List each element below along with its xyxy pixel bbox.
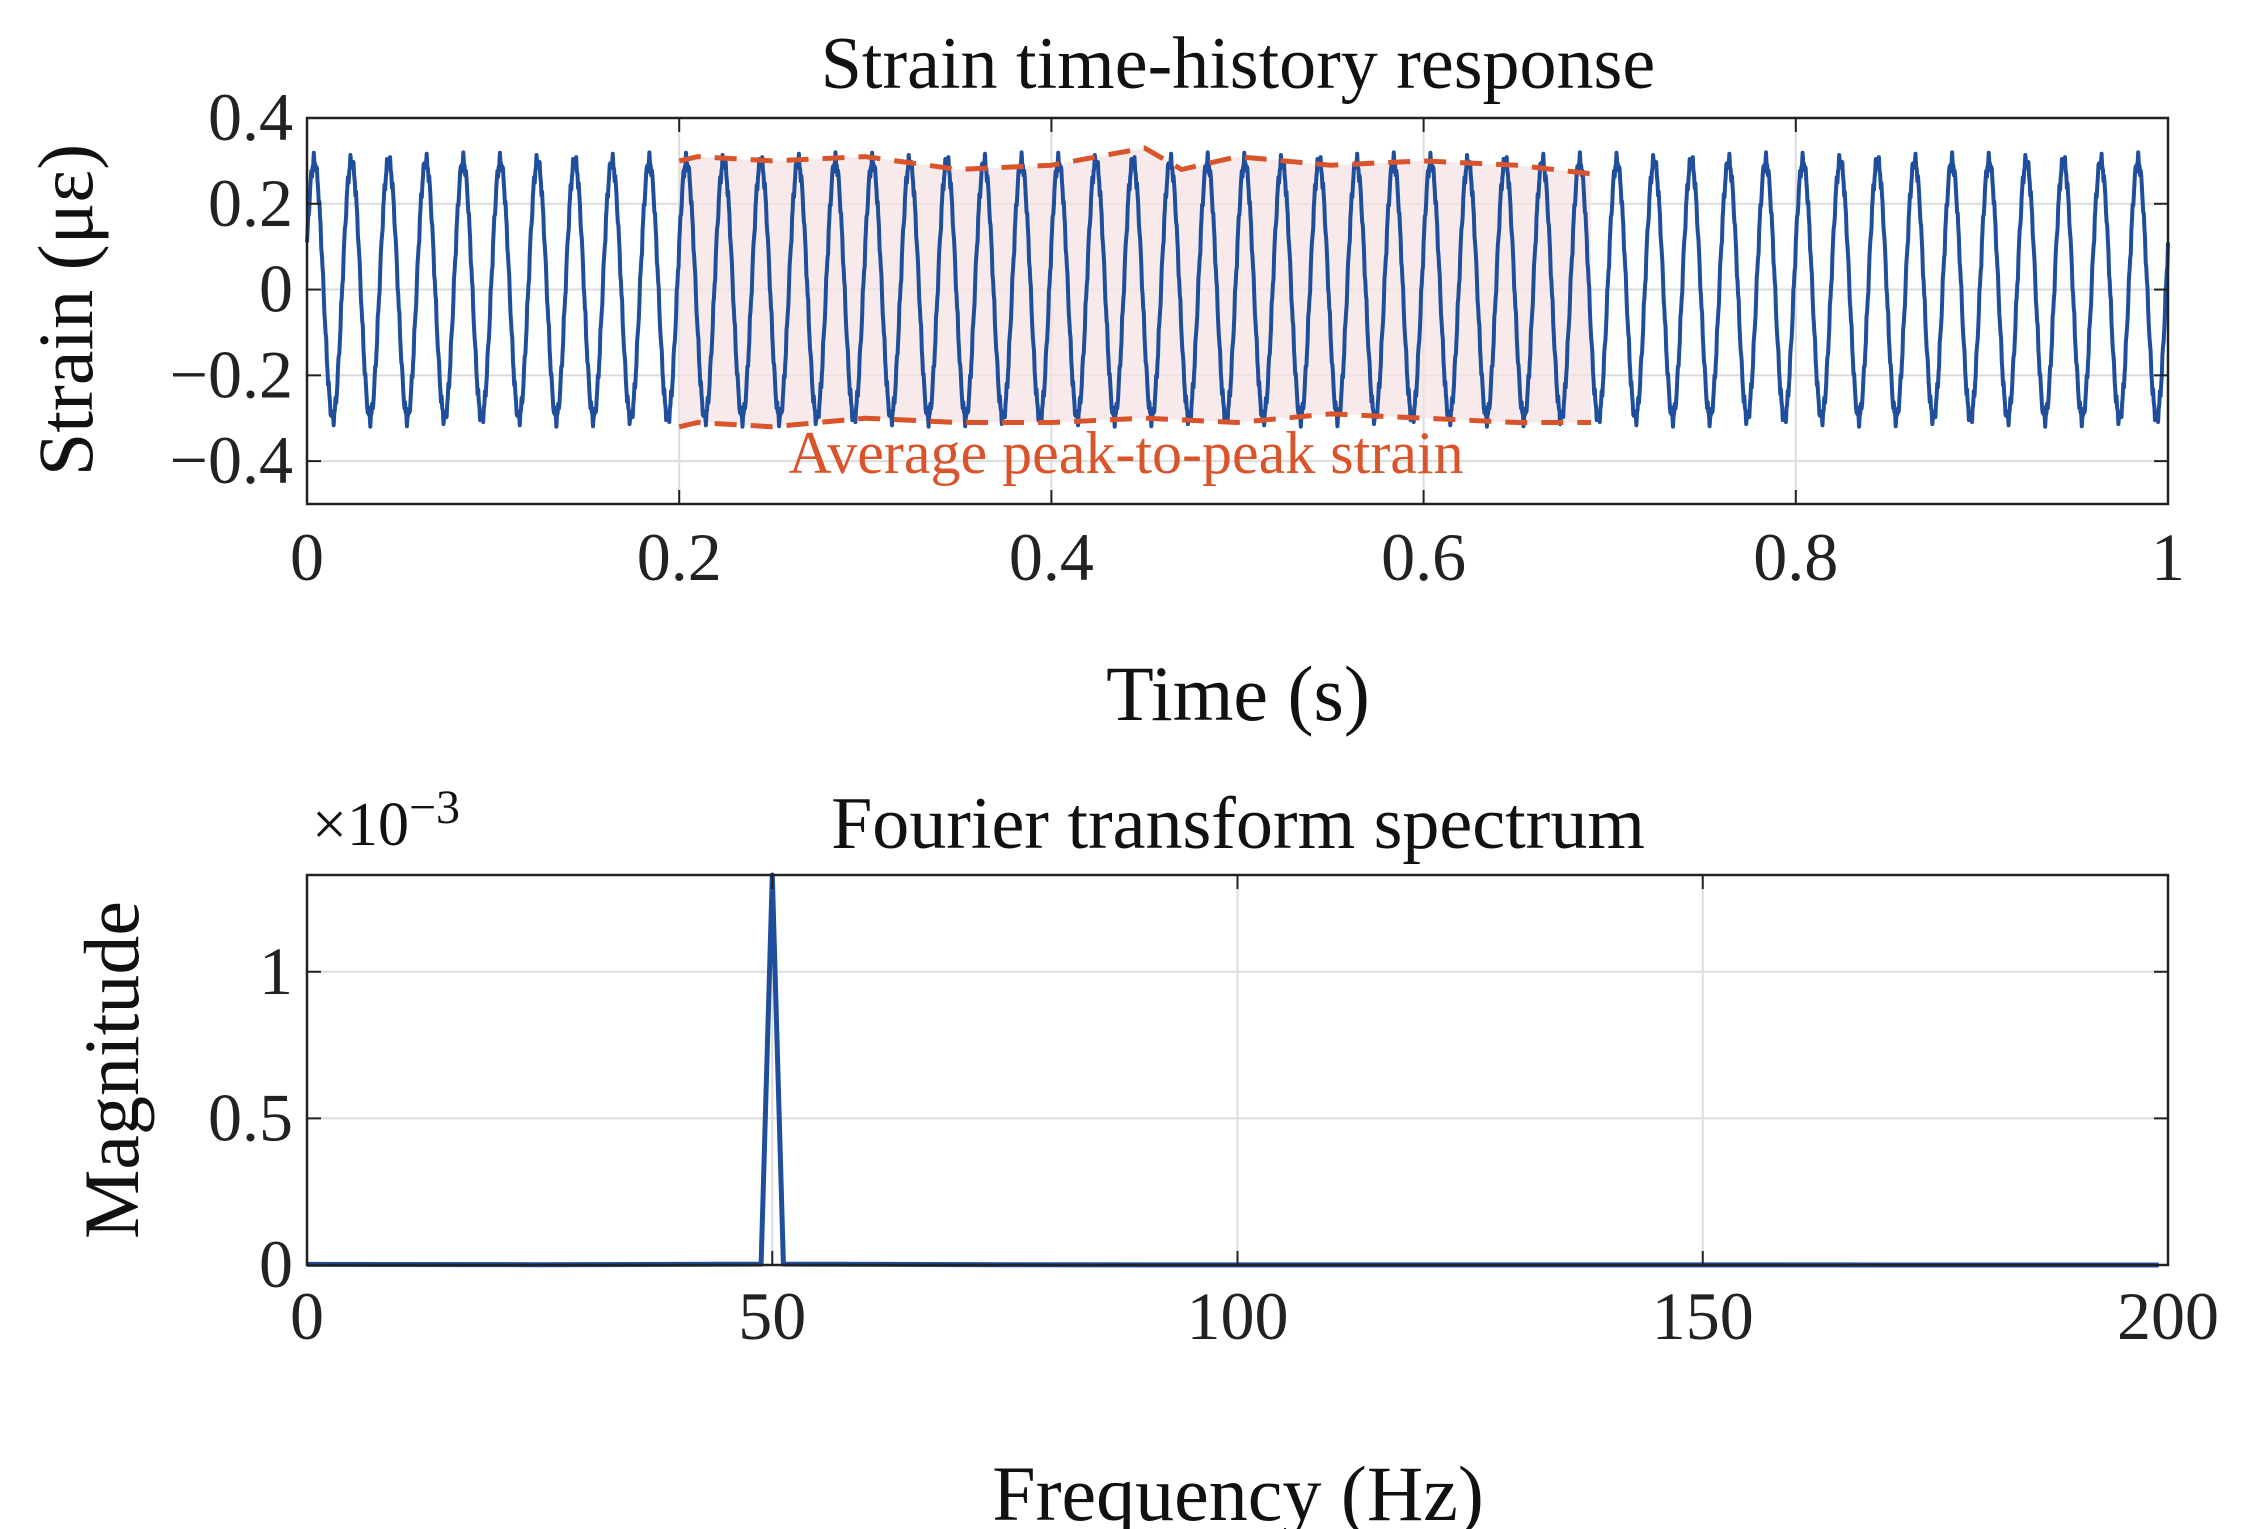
chart-title: Strain time-history response [821, 23, 1655, 105]
x-tick-label: 0.4 [1009, 519, 1094, 595]
grid [306, 875, 2169, 1266]
y-tick-labels: 00.51 [208, 933, 293, 1302]
y-tick-label: 0 [259, 1226, 293, 1302]
x-tick-label: 0.6 [1381, 519, 1466, 595]
spectrum-series-line [306, 872, 2159, 1268]
plot-frame [305, 116, 2170, 506]
y-tick-label: 0 [259, 251, 293, 327]
x-tick-label: 0 [290, 519, 324, 595]
exponent-base: ×10 [312, 791, 409, 859]
x-tick-label: 100 [1187, 1278, 1289, 1354]
y-tick-label: 0.4 [208, 79, 293, 155]
y-tick-label: −0.4 [170, 422, 293, 498]
x-tick-labels: 0 50 100 150 200 [290, 1278, 2219, 1354]
y-tick-label: 0.2 [208, 165, 293, 241]
x-tick-label: 0.2 [637, 519, 722, 595]
x-tick-label: 1 [2151, 519, 2185, 595]
y-tick-labels: 0.4 0.2 0 −0.2 −0.4 [170, 79, 293, 498]
x-tick-label: 0 [290, 1278, 324, 1354]
x-axis-label: Frequency (Hz) [992, 1450, 1484, 1529]
exponent-power: −3 [409, 781, 460, 834]
chart-title: Fourier transform spectrum [831, 783, 1645, 865]
y-tick-label: 1 [259, 933, 293, 1009]
y-tick-label: 0.5 [208, 1079, 293, 1155]
spectrum-chart: Fourier transform spectrum ×10−3 0 50 100 1… [68, 781, 2219, 1529]
x-tick-label: 50 [738, 1278, 806, 1354]
x-tick-label: 200 [2117, 1278, 2219, 1354]
x-tick-label: 150 [1652, 1278, 1754, 1354]
upper-envelope-line [678, 145, 1592, 177]
x-axis-label: Time (s) [1106, 650, 1370, 737]
highlight-label: Average peak-to-peak strain [788, 420, 1463, 486]
strain-series-line [305, 150, 2170, 429]
ticks [306, 117, 2169, 504]
x-tick-label: 0.8 [1753, 519, 1838, 595]
exponent-label: ×10−3 [312, 781, 460, 859]
ticks [306, 875, 2169, 1266]
lower-envelope-line [678, 411, 1592, 430]
y-tick-label: −0.2 [170, 336, 293, 412]
x-tick-labels: 0 0.2 0.4 0.6 0.8 1 [290, 519, 2185, 595]
y-axis-label: Strain (με) [22, 144, 109, 476]
strain-chart: Strain time-history response Average pea… [22, 23, 2185, 737]
y-axis-label: Magnitude [68, 901, 155, 1239]
